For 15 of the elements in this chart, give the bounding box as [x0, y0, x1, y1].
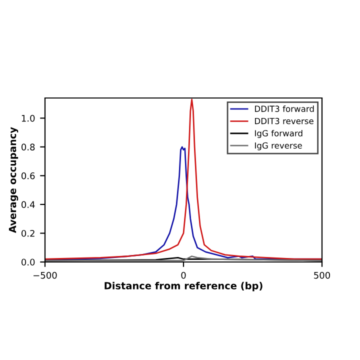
y-tick-label: 1.0 [22, 114, 35, 122]
legend-label: IgG reverse [255, 142, 302, 150]
y-axis-title: Average occupancy [8, 127, 18, 233]
x-tick-label: −500 [34, 272, 57, 279]
x-tick-label: 500 [314, 272, 330, 279]
y-tick-label: 0.4 [22, 201, 35, 208]
legend-label: DDIT3 forward [255, 106, 314, 112]
y-tick-label: 0.0 [22, 258, 35, 266]
x-axis-title: Distance from reference (bp) [104, 282, 262, 292]
y-tick-label: 0.2 [22, 230, 34, 237]
y-tick-label: 0.6 [22, 172, 35, 180]
x-tick-label: 0 [181, 272, 186, 279]
y-tick-label: 0.8 [22, 144, 35, 150]
legend-label: IgG forward [255, 130, 302, 138]
legend-label: DDIT3 reverse [255, 118, 314, 124]
